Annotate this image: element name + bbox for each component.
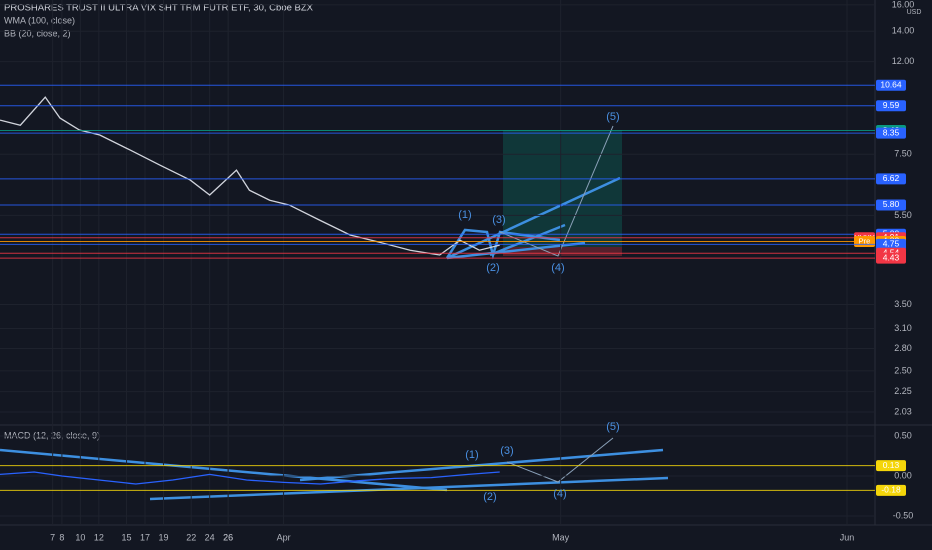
x-tick-label: 17: [140, 532, 150, 542]
y-tick-label: -0.50: [893, 510, 914, 520]
x-tick-label: 7: [50, 532, 55, 542]
level-tag-text: Pre: [859, 236, 871, 245]
x-tick-label: 15: [122, 532, 132, 542]
wave-label: (5): [606, 421, 619, 433]
y-tick-label: 16.00: [892, 0, 915, 9]
x-tick-label: Jun: [840, 532, 855, 542]
x-tick-label: 19: [158, 532, 168, 542]
level-value: 4.43: [883, 252, 900, 262]
level-badge: [876, 199, 906, 211]
x-tick-label: 24: [205, 532, 215, 542]
wave-label: (2): [486, 262, 499, 274]
x-tick-label: 22: [186, 532, 196, 542]
level-badge: [876, 173, 906, 185]
level-value: 0.13: [883, 460, 900, 470]
level-badge: [876, 100, 906, 112]
indicator-label: WMA (100, close): [4, 15, 75, 25]
level-value: 4.75: [883, 239, 900, 249]
level-value: 4.54: [883, 247, 900, 257]
wave-label: (2): [483, 491, 496, 503]
level-badge: [876, 127, 906, 139]
x-tick-label: 12: [94, 532, 104, 542]
y-tick-label: 0.00: [894, 470, 912, 480]
y-tick-label: 3.50: [894, 299, 912, 309]
y-tick-label: 2.03: [894, 406, 912, 416]
y-tick-label: 2.50: [894, 365, 912, 375]
level-value: -0.18: [881, 485, 901, 495]
wave-label: (4): [551, 262, 564, 274]
y-tick-label: 0.50: [894, 430, 912, 440]
wave-label: (5): [606, 111, 619, 123]
price-line: [0, 96, 500, 256]
y-tick-label: 3.10: [894, 323, 912, 333]
level-value: 9.59: [883, 100, 900, 110]
level-badge: [876, 79, 906, 91]
target-zone: [503, 130, 622, 247]
y-tick-label: 7.50: [894, 149, 912, 159]
y-tick-label: 2.25: [894, 386, 912, 396]
wave-path: [499, 125, 614, 483]
level-value: 8.35: [883, 127, 900, 137]
stop-zone: [503, 247, 622, 256]
macd-title: MACD (12, 26, close, 9): [4, 430, 100, 440]
x-tick-label: 26: [223, 532, 233, 542]
wave-label: (1): [465, 449, 478, 461]
level-badge: [876, 238, 906, 250]
currency: USD: [907, 9, 922, 16]
symbol-title: PROSHARES TRUST II ULTRA VIX SHT TRM FUT…: [4, 3, 314, 14]
y-tick-label: 5.50: [894, 210, 912, 220]
level-value: 5.80: [883, 199, 900, 209]
level-value: 6.62: [883, 173, 900, 183]
x-tick-label: May: [552, 532, 570, 542]
level-badge: [876, 484, 906, 496]
trend-drawings: [0, 176, 669, 501]
x-tick-label: 8: [59, 532, 64, 542]
level-value: 10.64: [880, 80, 902, 90]
y-tick-label: 2.80: [894, 343, 912, 353]
x-tick-label: 10: [75, 532, 85, 542]
wave-label: (1): [458, 209, 471, 221]
indicator-label: BB (20, close, 2): [4, 28, 71, 38]
wave-label: (4): [553, 488, 566, 500]
y-tick-label: 14.00: [892, 26, 915, 36]
wave-label: (3): [492, 214, 505, 226]
level-badge: [876, 460, 906, 472]
y-tick-label: 12.00: [892, 56, 915, 66]
x-tick-label: 26: [223, 532, 233, 542]
price-line: [0, 471, 500, 485]
level-badge: [876, 252, 906, 264]
x-tick-label: Apr: [277, 532, 291, 542]
wave-label: (3): [500, 445, 513, 457]
